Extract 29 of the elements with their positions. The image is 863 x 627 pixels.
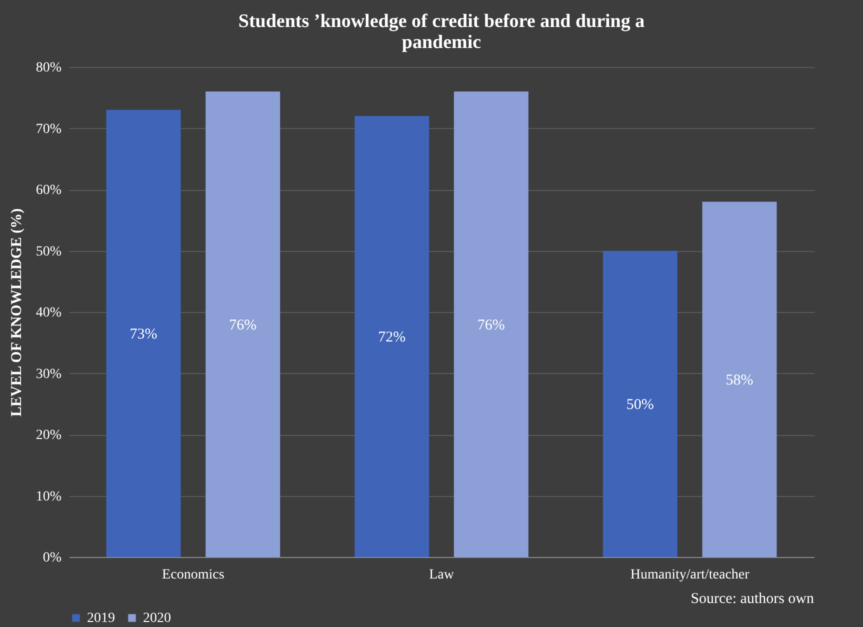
data-label: 50% [626, 396, 654, 413]
bar [454, 92, 528, 557]
bar [702, 202, 777, 557]
data-label: 76% [229, 317, 257, 334]
legend-label: 2020 [143, 611, 171, 626]
y-tick-label: 80% [36, 60, 62, 76]
source-note: Source: authors own [690, 591, 814, 607]
bar [354, 116, 430, 557]
bar [106, 110, 181, 557]
x-tick-label: Economics [162, 568, 224, 582]
x-tick-label: Humanity/art/teacher [630, 568, 750, 582]
data-label: 72% [378, 330, 406, 346]
y-tick-label: 20% [36, 428, 62, 443]
y-tick-label: 60% [36, 183, 62, 198]
chart-title: Students ’knowledge of credit before and during a pandemic [238, 11, 646, 53]
bar [206, 92, 280, 557]
legend-label: 2019 [87, 611, 115, 626]
y-tick-label: 40% [36, 306, 62, 320]
y-axis-title: LEVEL OF KNOWLEDGE (%) [8, 208, 25, 417]
bar [602, 250, 678, 557]
y-tick-label: 50% [36, 244, 62, 260]
x-tick-label: Law [429, 568, 455, 582]
data-label: 76% [477, 317, 505, 334]
data-label: 73% [130, 326, 158, 342]
y-tick-label: 70% [36, 122, 62, 137]
y-tick-label: 10% [36, 489, 62, 504]
y-tick-label: 0% [42, 550, 62, 566]
data-label: 58% [726, 372, 754, 388]
y-tick-label: 30% [36, 366, 62, 382]
